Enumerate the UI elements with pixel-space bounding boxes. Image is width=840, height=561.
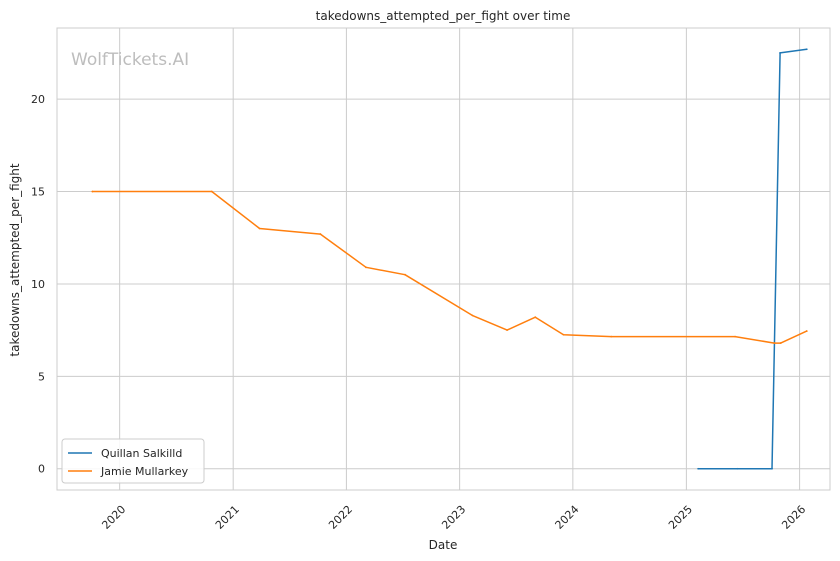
- data-point-jamie-mullarkey: [404, 273, 406, 276]
- plot-frame: [56, 27, 831, 491]
- data-point-quillan-salkilld: [779, 52, 781, 54]
- data-point-jamie-mullarkey: [734, 335, 736, 338]
- series-layer: [91, 48, 808, 470]
- y-tick-label: 5: [38, 370, 45, 383]
- legend-label-quillan-salkilld: Quillan Salkilld: [101, 447, 182, 460]
- watermark: WolfTickets.AI: [71, 50, 189, 70]
- data-point-quillan-salkilld: [697, 467, 700, 470]
- y-tick-label: 0: [38, 463, 45, 476]
- data-point-quillan-salkilld: [736, 467, 739, 470]
- data-point-jamie-mullarkey: [506, 329, 508, 332]
- x-axis-label: Date: [429, 538, 458, 552]
- data-point-jamie-mullarkey: [258, 227, 261, 230]
- data-point-jamie-mullarkey: [471, 314, 474, 317]
- y-axis-label: takedowns_attempted_per_fight: [8, 163, 22, 356]
- data-point-jamie-mullarkey: [319, 233, 322, 235]
- legend-label-jamie-mullarkey: Jamie Mullarkey: [100, 465, 189, 478]
- data-point-jamie-mullarkey: [210, 190, 213, 193]
- legend-box: [61, 438, 205, 484]
- data-point-quillan-salkilld: [771, 467, 773, 470]
- data-point-jamie-mullarkey: [773, 342, 776, 344]
- data-point-jamie-mullarkey: [562, 333, 565, 336]
- y-tick-label: 20: [31, 93, 45, 106]
- data-point-jamie-mullarkey: [365, 266, 367, 269]
- y-tick-label: 10: [31, 278, 45, 291]
- y-tick-labels: 0 5 10 15 20: [31, 93, 45, 476]
- data-point-jamie-mullarkey: [779, 342, 782, 344]
- chart-title: takedowns_attempted_per_fight over time: [316, 9, 571, 23]
- y-tick-label: 15: [31, 186, 45, 199]
- data-point-jamie-mullarkey: [534, 316, 537, 319]
- data-point-quillan-salkilld: [805, 48, 808, 51]
- legend: Quillan Salkilld Jamie Mullarkey: [61, 438, 205, 484]
- data-point-jamie-mullarkey: [610, 335, 613, 338]
- data-point-jamie-mullarkey: [91, 190, 94, 193]
- data-point-jamie-mullarkey: [805, 330, 808, 332]
